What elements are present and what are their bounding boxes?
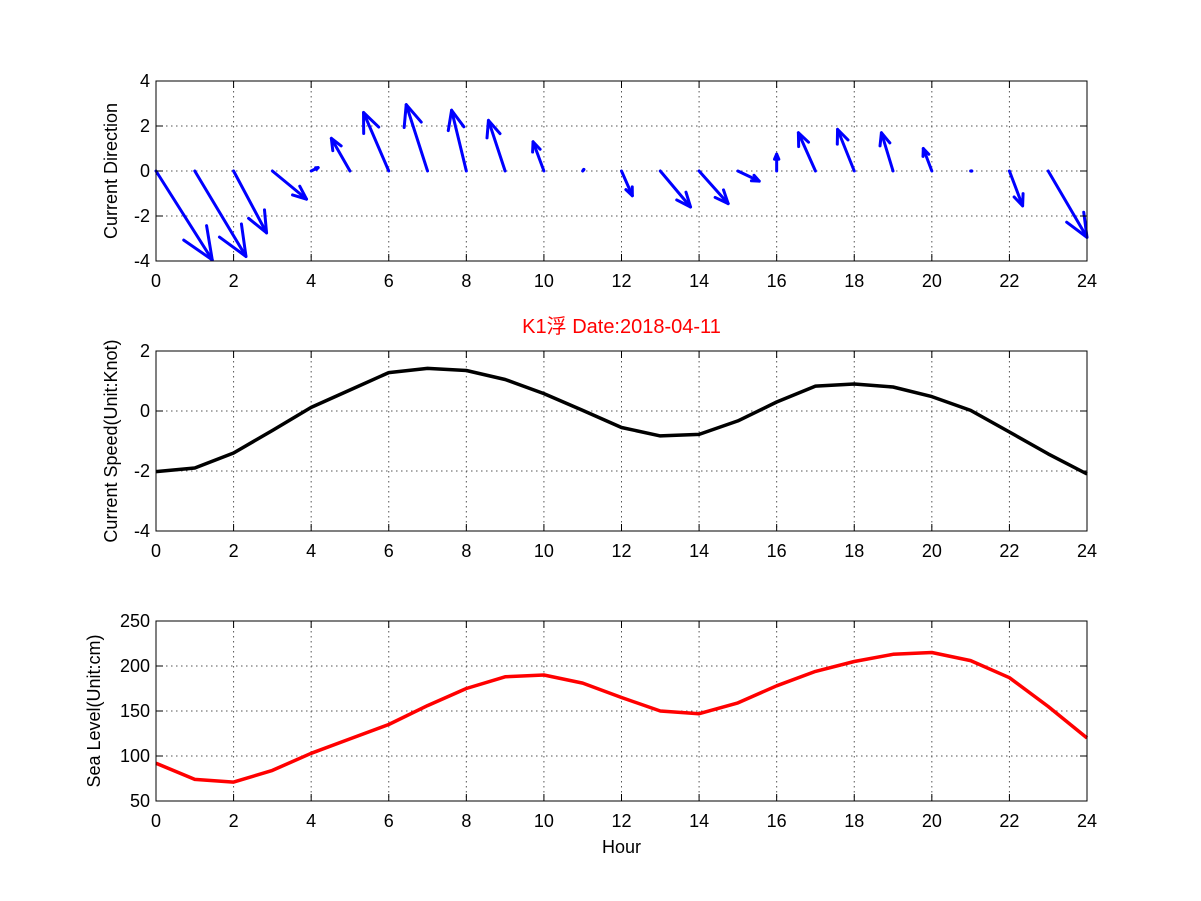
current-direction-xtick-label: 10 — [534, 271, 554, 291]
direction-arrow — [772, 152, 781, 173]
current-speed-ytick-label: 0 — [140, 401, 150, 421]
current-speed-xtick-label: 16 — [767, 541, 787, 561]
current-direction-xtick-label: 24 — [1077, 271, 1097, 291]
direction-arrow — [878, 131, 895, 173]
current-direction-xtick-label: 0 — [151, 271, 161, 291]
current-direction-ytick-label: 2 — [140, 116, 150, 136]
current-speed-ytick-label: -4 — [134, 521, 150, 541]
current-speed-xtick-label: 22 — [999, 541, 1019, 561]
sea-level-line — [155, 650, 1089, 784]
current-direction-xtick-label: 8 — [461, 271, 471, 291]
sea-level-xtick-label: 14 — [689, 811, 709, 831]
sea-level-xtick-label: 0 — [151, 811, 161, 831]
current-speed-ytick-label: -2 — [134, 461, 150, 481]
direction-arrow — [154, 169, 214, 262]
direction-arrow — [796, 131, 817, 173]
current-direction-ytick-label: 0 — [140, 161, 150, 181]
direction-arrow — [531, 140, 546, 173]
current-speed-ytick-label: 2 — [140, 341, 150, 361]
current-speed-xtick-label: 4 — [306, 541, 316, 561]
current-speed-xtick-label: 14 — [689, 541, 709, 561]
current-direction-ytick-label: -2 — [134, 206, 150, 226]
current-speed-series — [155, 366, 1088, 476]
sea-level-ytick-label: 250 — [120, 611, 150, 631]
direction-arrow — [309, 166, 320, 173]
current-speed-xtick-label: 8 — [461, 541, 471, 561]
current-speed-xtick-label: 2 — [229, 541, 239, 561]
sea-level-xtick-label: 6 — [384, 811, 394, 831]
current-speed-xtick-label: 6 — [384, 541, 394, 561]
hour-xlabel: Hour — [602, 837, 641, 857]
direction-arrow — [485, 118, 507, 173]
direction-arrow — [362, 111, 391, 173]
direction-arrow — [1007, 169, 1025, 208]
current-speed-grid — [156, 351, 1087, 531]
current-direction-xtick-label: 4 — [306, 271, 316, 291]
sea-level-ytick-label: 200 — [120, 656, 150, 676]
current-speed-panel: 0 2 4 6 8 10 12 14 16 18 20 22 24-4-202 K1浮 Date:201… — [101, 315, 1097, 561]
current-direction-xtick-label: 18 — [844, 271, 864, 291]
sea-level-series — [155, 650, 1089, 784]
current-direction-ytick-label: 4 — [140, 71, 150, 91]
direction-arrow — [921, 147, 934, 173]
direction-arrow — [446, 108, 468, 173]
current-speed-xtick-label: 0 — [151, 541, 161, 561]
current-speed-xtick-label: 10 — [534, 541, 554, 561]
sea-level-xtick-label: 16 — [767, 811, 787, 831]
direction-arrow — [620, 169, 634, 198]
sea-level-xtick-label: 18 — [844, 811, 864, 831]
sea-level-xtick-label: 20 — [922, 811, 942, 831]
current-speed-ticks: 0 2 4 6 8 10 12 14 16 18 20 22 24-4-202 — [134, 341, 1097, 561]
direction-arrow — [193, 169, 248, 258]
direction-arrow — [697, 169, 730, 206]
sea-level-xtick-label: 24 — [1077, 811, 1097, 831]
current-speed-xtick-label: 18 — [844, 541, 864, 561]
sea-level-xtick-label: 22 — [999, 811, 1019, 831]
sea-level-ytick-label: 50 — [130, 791, 150, 811]
current-direction-ylabel: Current Direction — [101, 103, 121, 239]
sea-level-xtick-label: 8 — [461, 811, 471, 831]
current-direction-xtick-label: 20 — [922, 271, 942, 291]
chart-title: K1浮 Date:2018-04-11 — [522, 315, 721, 338]
direction-arrow — [835, 127, 856, 173]
current-direction-xtick-label: 16 — [767, 271, 787, 291]
current-direction-xtick-label: 22 — [999, 271, 1019, 291]
direction-arrow — [658, 169, 693, 209]
current-direction-ytick-label: -4 — [134, 251, 150, 271]
sea-level-ytick-label: 150 — [120, 701, 150, 721]
direction-arrow — [232, 169, 269, 235]
current-direction-xtick-label: 6 — [384, 271, 394, 291]
direction-arrow — [270, 169, 309, 201]
sea-level-ylabel: Sea Level(Unit:cm) — [84, 634, 104, 787]
sea-level-xtick-label: 2 — [229, 811, 239, 831]
current-speed-line — [155, 366, 1088, 476]
sea-level-xtick-label: 10 — [534, 811, 554, 831]
current-direction-xtick-label: 12 — [611, 271, 631, 291]
direction-arrow — [329, 136, 352, 173]
current-speed-xtick-label: 24 — [1077, 541, 1097, 561]
current-speed-ylabel: Current Speed(Unit:Knot) — [101, 339, 121, 542]
current-direction-arrows — [154, 103, 1089, 262]
sea-level-xtick-label: 4 — [306, 811, 316, 831]
current-speed-xtick-label: 12 — [611, 541, 631, 561]
sea-level-ytick-label: 100 — [120, 746, 150, 766]
current-direction-xtick-label: 2 — [229, 271, 239, 291]
direction-arrow — [581, 167, 586, 173]
direction-arrow — [736, 169, 761, 183]
current-speed-xtick-label: 20 — [922, 541, 942, 561]
sea-level-xtick-label: 12 — [611, 811, 631, 831]
direction-arrow — [402, 103, 430, 173]
current-direction-xtick-label: 14 — [689, 271, 709, 291]
